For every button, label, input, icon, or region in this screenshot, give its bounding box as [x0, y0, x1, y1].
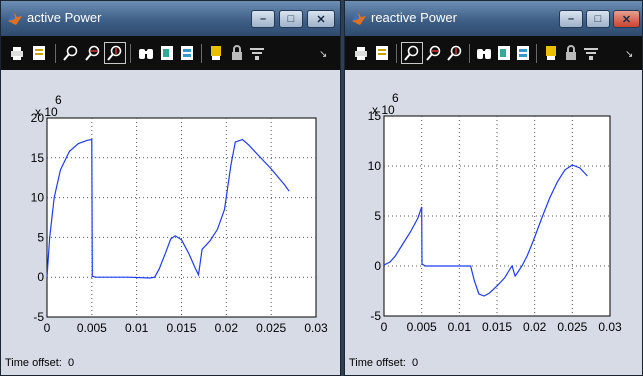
- maximize-button[interactable]: □: [279, 10, 303, 28]
- toolbar-overflow-icon[interactable]: ↘: [319, 49, 328, 60]
- y-tick-label: -5: [33, 310, 44, 324]
- print-icon[interactable]: [353, 45, 369, 61]
- axes-box: [46, 117, 317, 318]
- toolbar-overflow-icon[interactable]: ↘: [625, 49, 634, 60]
- x-tick-label: 0.03: [598, 320, 622, 334]
- y-tick-label: 0: [37, 270, 44, 284]
- zoom-in-icon[interactable]: [63, 45, 79, 61]
- title-bar[interactable]: active Power – □ ✕: [1, 1, 340, 36]
- parameters-icon[interactable]: [208, 45, 224, 61]
- print-preview-icon[interactable]: [374, 45, 390, 61]
- toolbar-separator: [55, 44, 56, 63]
- save-axes-icon[interactable]: [496, 45, 512, 61]
- minimize-button[interactable]: –: [559, 10, 583, 28]
- y-tick-label: 5: [37, 230, 44, 244]
- x-tick-label: 0.01: [448, 320, 472, 334]
- x-tick-label: 0: [44, 321, 51, 335]
- maximize-icon: □: [594, 13, 602, 25]
- x-tick-label: 0.015: [482, 320, 512, 334]
- parameters-icon[interactable]: [543, 45, 559, 61]
- y-tick-label: 10: [31, 191, 45, 205]
- matlab-icon: [352, 12, 366, 25]
- close-icon: ✕: [621, 13, 632, 26]
- binoculars-icon[interactable]: [476, 45, 492, 61]
- close-button[interactable]: ✕: [307, 10, 335, 28]
- y-tick-label: -5: [370, 309, 381, 323]
- series-line: [46, 138, 290, 279]
- restore-axes-icon[interactable]: [179, 45, 195, 61]
- minimize-icon: –: [567, 13, 575, 25]
- y-exponent-base: x 10: [372, 103, 395, 117]
- toolbar: ↘: [345, 36, 642, 70]
- time-offset-status: Time offset: 0: [349, 357, 418, 369]
- save-axes-icon[interactable]: [159, 45, 175, 61]
- toolbar-separator: [396, 44, 397, 63]
- float-icon[interactable]: [583, 45, 599, 61]
- matlab-icon: [8, 12, 22, 25]
- time-offset-label: Time offset:: [349, 357, 406, 369]
- x-tick-label: 0.02: [523, 320, 547, 334]
- y-exponent-power: 6: [392, 91, 399, 105]
- scope-window-reactive-power: reactive Power – □ ✕ ↘ 0 0.005 0.01 0.015 0.…: [344, 0, 643, 376]
- x-tick-label: 0: [381, 320, 388, 334]
- y-tick-label: 0: [374, 259, 381, 273]
- y-tick-label: 20: [31, 111, 45, 125]
- zoom-y-icon[interactable]: [447, 45, 463, 61]
- lock-icon[interactable]: [563, 45, 579, 61]
- minimize-icon: –: [259, 13, 267, 25]
- y-tick-label: 15: [368, 109, 382, 123]
- time-offset-value: 0: [67, 357, 75, 369]
- toolbar-separator: [469, 44, 470, 63]
- y-tick-label: 10: [368, 159, 382, 173]
- title-bar[interactable]: reactive Power – □ ✕: [345, 1, 642, 36]
- print-preview-icon[interactable]: [31, 45, 47, 61]
- x-tick-label: 0.01: [125, 321, 149, 335]
- zoom-x-icon[interactable]: [426, 45, 442, 61]
- float-icon[interactable]: [249, 45, 265, 61]
- scope-window-active-power: active Power – □ ✕ ↘ 0 0.005 0.01 0.015 0.02…: [0, 0, 341, 376]
- x-tick-label: 0.025: [256, 321, 286, 335]
- maximize-icon: □: [287, 13, 295, 25]
- plot-area: 0 0.005 0.01 0.015 0.02 0.025 0.03-505101520x …: [31, 93, 328, 335]
- series-line: [383, 164, 588, 297]
- x-tick-label: 0.005: [77, 321, 107, 335]
- y-exponent-base: x 10: [35, 105, 58, 119]
- toolbar: ↘: [1, 36, 340, 70]
- time-offset-value: 0: [411, 357, 419, 369]
- y-tick-label: 15: [31, 151, 45, 165]
- window-title: active Power: [27, 10, 102, 25]
- x-tick-label: 0.02: [215, 321, 239, 335]
- print-icon[interactable]: [9, 45, 25, 61]
- maximize-button[interactable]: □: [586, 10, 610, 28]
- lock-icon[interactable]: [229, 45, 245, 61]
- close-icon: ✕: [316, 13, 326, 26]
- y-exponent-power: 6: [55, 93, 62, 107]
- window-title: reactive Power: [371, 10, 457, 25]
- time-offset-label: Time offset:: [5, 357, 62, 369]
- zoom-in-icon[interactable]: [401, 42, 423, 64]
- toolbar-separator: [201, 44, 202, 63]
- zoom-x-icon[interactable]: [85, 45, 101, 61]
- toolbar-separator: [130, 44, 131, 63]
- zoom-y-icon[interactable]: [104, 42, 126, 64]
- x-tick-label: 0.015: [166, 321, 196, 335]
- x-tick-label: 0.03: [304, 321, 328, 335]
- binoculars-icon[interactable]: [138, 45, 154, 61]
- restore-axes-icon[interactable]: [515, 45, 531, 61]
- y-tick-label: 5: [374, 209, 381, 223]
- minimize-button[interactable]: –: [251, 10, 275, 28]
- close-button[interactable]: ✕: [613, 10, 640, 28]
- x-tick-label: 0.025: [557, 320, 587, 334]
- toolbar-separator: [536, 44, 537, 63]
- x-tick-label: 0.005: [407, 320, 437, 334]
- time-offset-status: Time offset: 0: [5, 357, 74, 369]
